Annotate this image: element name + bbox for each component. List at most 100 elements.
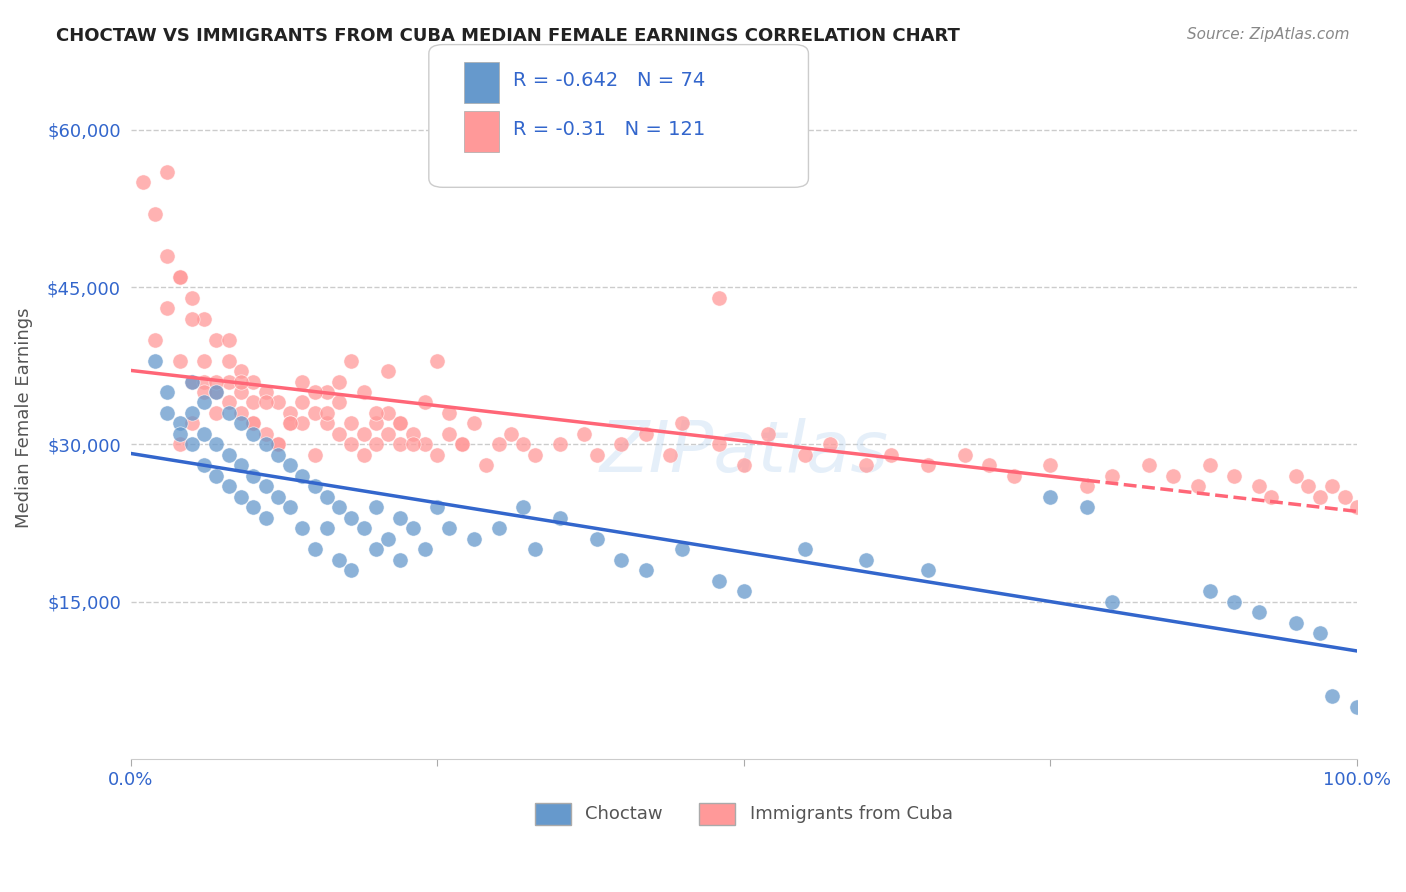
Point — [242, 417, 264, 431]
Point — [439, 426, 461, 441]
Point — [426, 353, 449, 368]
Point — [402, 426, 425, 441]
Point — [229, 417, 252, 431]
Point — [254, 395, 277, 409]
Point — [229, 364, 252, 378]
Point — [315, 384, 337, 399]
Point — [254, 426, 277, 441]
Point — [169, 353, 191, 368]
Point — [709, 291, 731, 305]
Point — [1198, 584, 1220, 599]
Point — [1247, 605, 1270, 619]
Point — [977, 458, 1000, 473]
Point — [181, 375, 204, 389]
Point — [439, 521, 461, 535]
Point — [512, 500, 534, 515]
Point — [181, 291, 204, 305]
Point — [328, 395, 350, 409]
Y-axis label: Median Female Earnings: Median Female Earnings — [15, 308, 32, 528]
Point — [1002, 469, 1025, 483]
Point — [488, 437, 510, 451]
Point — [364, 437, 387, 451]
Point — [278, 406, 301, 420]
Point — [1161, 469, 1184, 483]
Point — [218, 448, 240, 462]
Point — [1076, 479, 1098, 493]
Point — [524, 448, 547, 462]
Point — [377, 532, 399, 546]
Point — [291, 469, 314, 483]
Point — [634, 563, 657, 577]
Point — [610, 553, 633, 567]
Point — [218, 479, 240, 493]
Point — [1346, 500, 1368, 515]
Point — [794, 448, 817, 462]
Point — [413, 437, 436, 451]
Point — [389, 417, 412, 431]
Point — [756, 426, 779, 441]
Point — [1223, 595, 1246, 609]
Point — [917, 458, 939, 473]
Point — [169, 426, 191, 441]
Point — [143, 353, 166, 368]
Point — [1101, 469, 1123, 483]
Point — [450, 437, 472, 451]
Point — [733, 584, 755, 599]
Point — [1039, 490, 1062, 504]
Point — [585, 448, 607, 462]
Point — [1285, 615, 1308, 630]
Text: R = -0.642   N = 74: R = -0.642 N = 74 — [513, 70, 706, 90]
Point — [193, 395, 215, 409]
Point — [353, 521, 375, 535]
Point — [315, 417, 337, 431]
Point — [389, 553, 412, 567]
Point — [181, 311, 204, 326]
Point — [254, 511, 277, 525]
Point — [278, 417, 301, 431]
Point — [143, 333, 166, 347]
Point — [548, 511, 571, 525]
Point — [315, 406, 337, 420]
Point — [218, 406, 240, 420]
Point — [917, 563, 939, 577]
Point — [304, 384, 326, 399]
Point — [193, 426, 215, 441]
Point — [364, 500, 387, 515]
Point — [328, 426, 350, 441]
Point — [659, 448, 682, 462]
Point — [364, 406, 387, 420]
Point — [1076, 500, 1098, 515]
Point — [389, 437, 412, 451]
Point — [242, 395, 264, 409]
Text: ZIPatlas: ZIPatlas — [599, 417, 889, 487]
Point — [181, 437, 204, 451]
Point — [304, 479, 326, 493]
Point — [1285, 469, 1308, 483]
Point — [377, 426, 399, 441]
Point — [1198, 458, 1220, 473]
Point — [229, 490, 252, 504]
Point — [413, 395, 436, 409]
Point — [548, 437, 571, 451]
Point — [278, 500, 301, 515]
Point — [1322, 479, 1344, 493]
Point — [193, 375, 215, 389]
Point — [488, 521, 510, 535]
Point — [1309, 490, 1331, 504]
Point — [205, 333, 228, 347]
Point — [574, 426, 596, 441]
Point — [218, 395, 240, 409]
Point — [512, 437, 534, 451]
Point — [340, 417, 363, 431]
Point — [181, 375, 204, 389]
Point — [880, 448, 903, 462]
Point — [328, 375, 350, 389]
Point — [193, 311, 215, 326]
Point — [132, 175, 155, 189]
Point — [377, 364, 399, 378]
Point — [229, 384, 252, 399]
Point — [389, 417, 412, 431]
Point — [855, 553, 877, 567]
Point — [193, 384, 215, 399]
Point — [585, 532, 607, 546]
